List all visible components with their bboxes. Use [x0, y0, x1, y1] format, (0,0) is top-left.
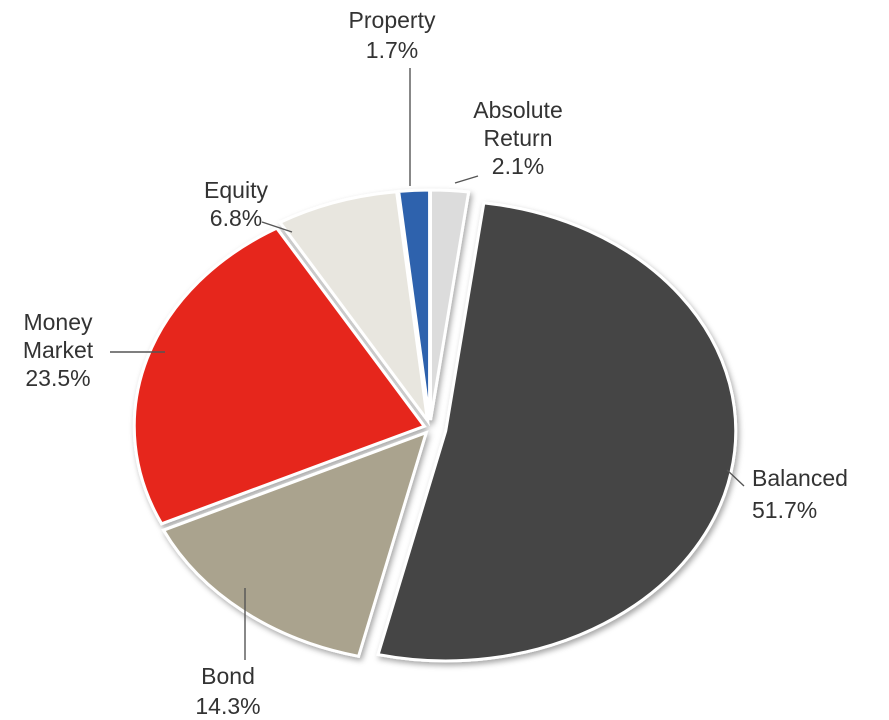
slice-name-label: Money [23, 309, 93, 335]
slice-name-label: Balanced [752, 465, 848, 491]
pie-slice-money-market [132, 226, 427, 526]
slice-name-label: Market [23, 337, 94, 363]
leader-line [261, 221, 293, 233]
pie-slice-equity [277, 190, 430, 426]
slice-name-label: Equity [204, 177, 268, 203]
slice-name-label: Bond [201, 663, 255, 689]
leader-line [726, 469, 745, 487]
slice-percent-label: 51.7% [752, 497, 817, 523]
slice-percent-label: 1.7% [366, 37, 418, 63]
pie-slice-absolute-return [429, 188, 471, 421]
leader-line [454, 175, 479, 184]
slice-percent-label: 6.8% [210, 205, 262, 231]
slice-percent-label: 14.3% [195, 693, 260, 719]
slice-name-label: Property [349, 7, 436, 33]
slice-percent-label: 23.5% [25, 365, 90, 391]
slice-percent-label: 2.1% [492, 153, 544, 179]
pie-slice-bond [161, 430, 429, 659]
slice-name-label: Return [483, 125, 552, 151]
slice-name-label: Absolute [473, 97, 563, 123]
